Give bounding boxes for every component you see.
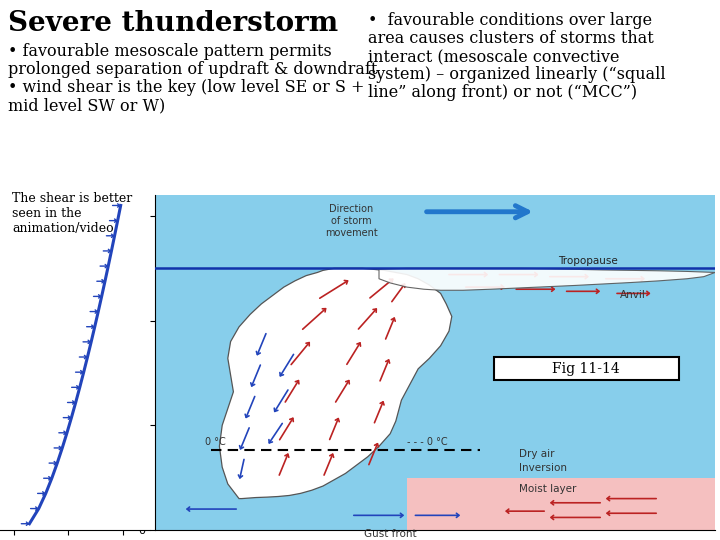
Text: Direction
of storm
movement: Direction of storm movement	[325, 205, 377, 238]
Text: • wind shear is the key (low level SE or S +: • wind shear is the key (low level SE or…	[8, 79, 364, 96]
Bar	[407, 478, 715, 530]
Text: 0 °C: 0 °C	[205, 437, 226, 447]
Text: Gust front: Gust front	[364, 529, 416, 539]
Text: - - - 0 °C: - - - 0 °C	[407, 437, 448, 447]
Text: The shear is better
seen in the
animation/video: The shear is better seen in the animatio…	[12, 192, 132, 235]
Text: Moist layer: Moist layer	[519, 484, 577, 494]
Text: prolonged separation of updraft & downdraft: prolonged separation of updraft & downdr…	[8, 61, 377, 78]
Text: interact (mesoscale convective: interact (mesoscale convective	[368, 48, 619, 65]
Text: • favourable mesoscale pattern permits: • favourable mesoscale pattern permits	[8, 43, 332, 60]
Text: area causes clusters of storms that: area causes clusters of storms that	[368, 30, 654, 47]
Text: •  favourable conditions over large: • favourable conditions over large	[368, 12, 652, 29]
Text: Tropopause: Tropopause	[558, 256, 618, 266]
Polygon shape	[379, 268, 715, 291]
Text: Fig 11-14: Fig 11-14	[552, 362, 620, 376]
Polygon shape	[220, 268, 452, 498]
Text: system) – organized linearly (“squall: system) – organized linearly (“squall	[368, 66, 665, 83]
Y-axis label: Height (km): Height (km)	[116, 329, 126, 396]
Text: Severe thunderstorm: Severe thunderstorm	[8, 10, 338, 37]
Text: mid level SW or W): mid level SW or W)	[8, 97, 166, 114]
Text: Anvil: Anvil	[620, 289, 646, 300]
Text: line” along front) or not (“MCC”): line” along front) or not (“MCC”)	[368, 84, 637, 101]
Text: Inversion: Inversion	[519, 463, 567, 474]
Text: Dry air: Dry air	[519, 449, 554, 458]
FancyBboxPatch shape	[494, 357, 679, 380]
